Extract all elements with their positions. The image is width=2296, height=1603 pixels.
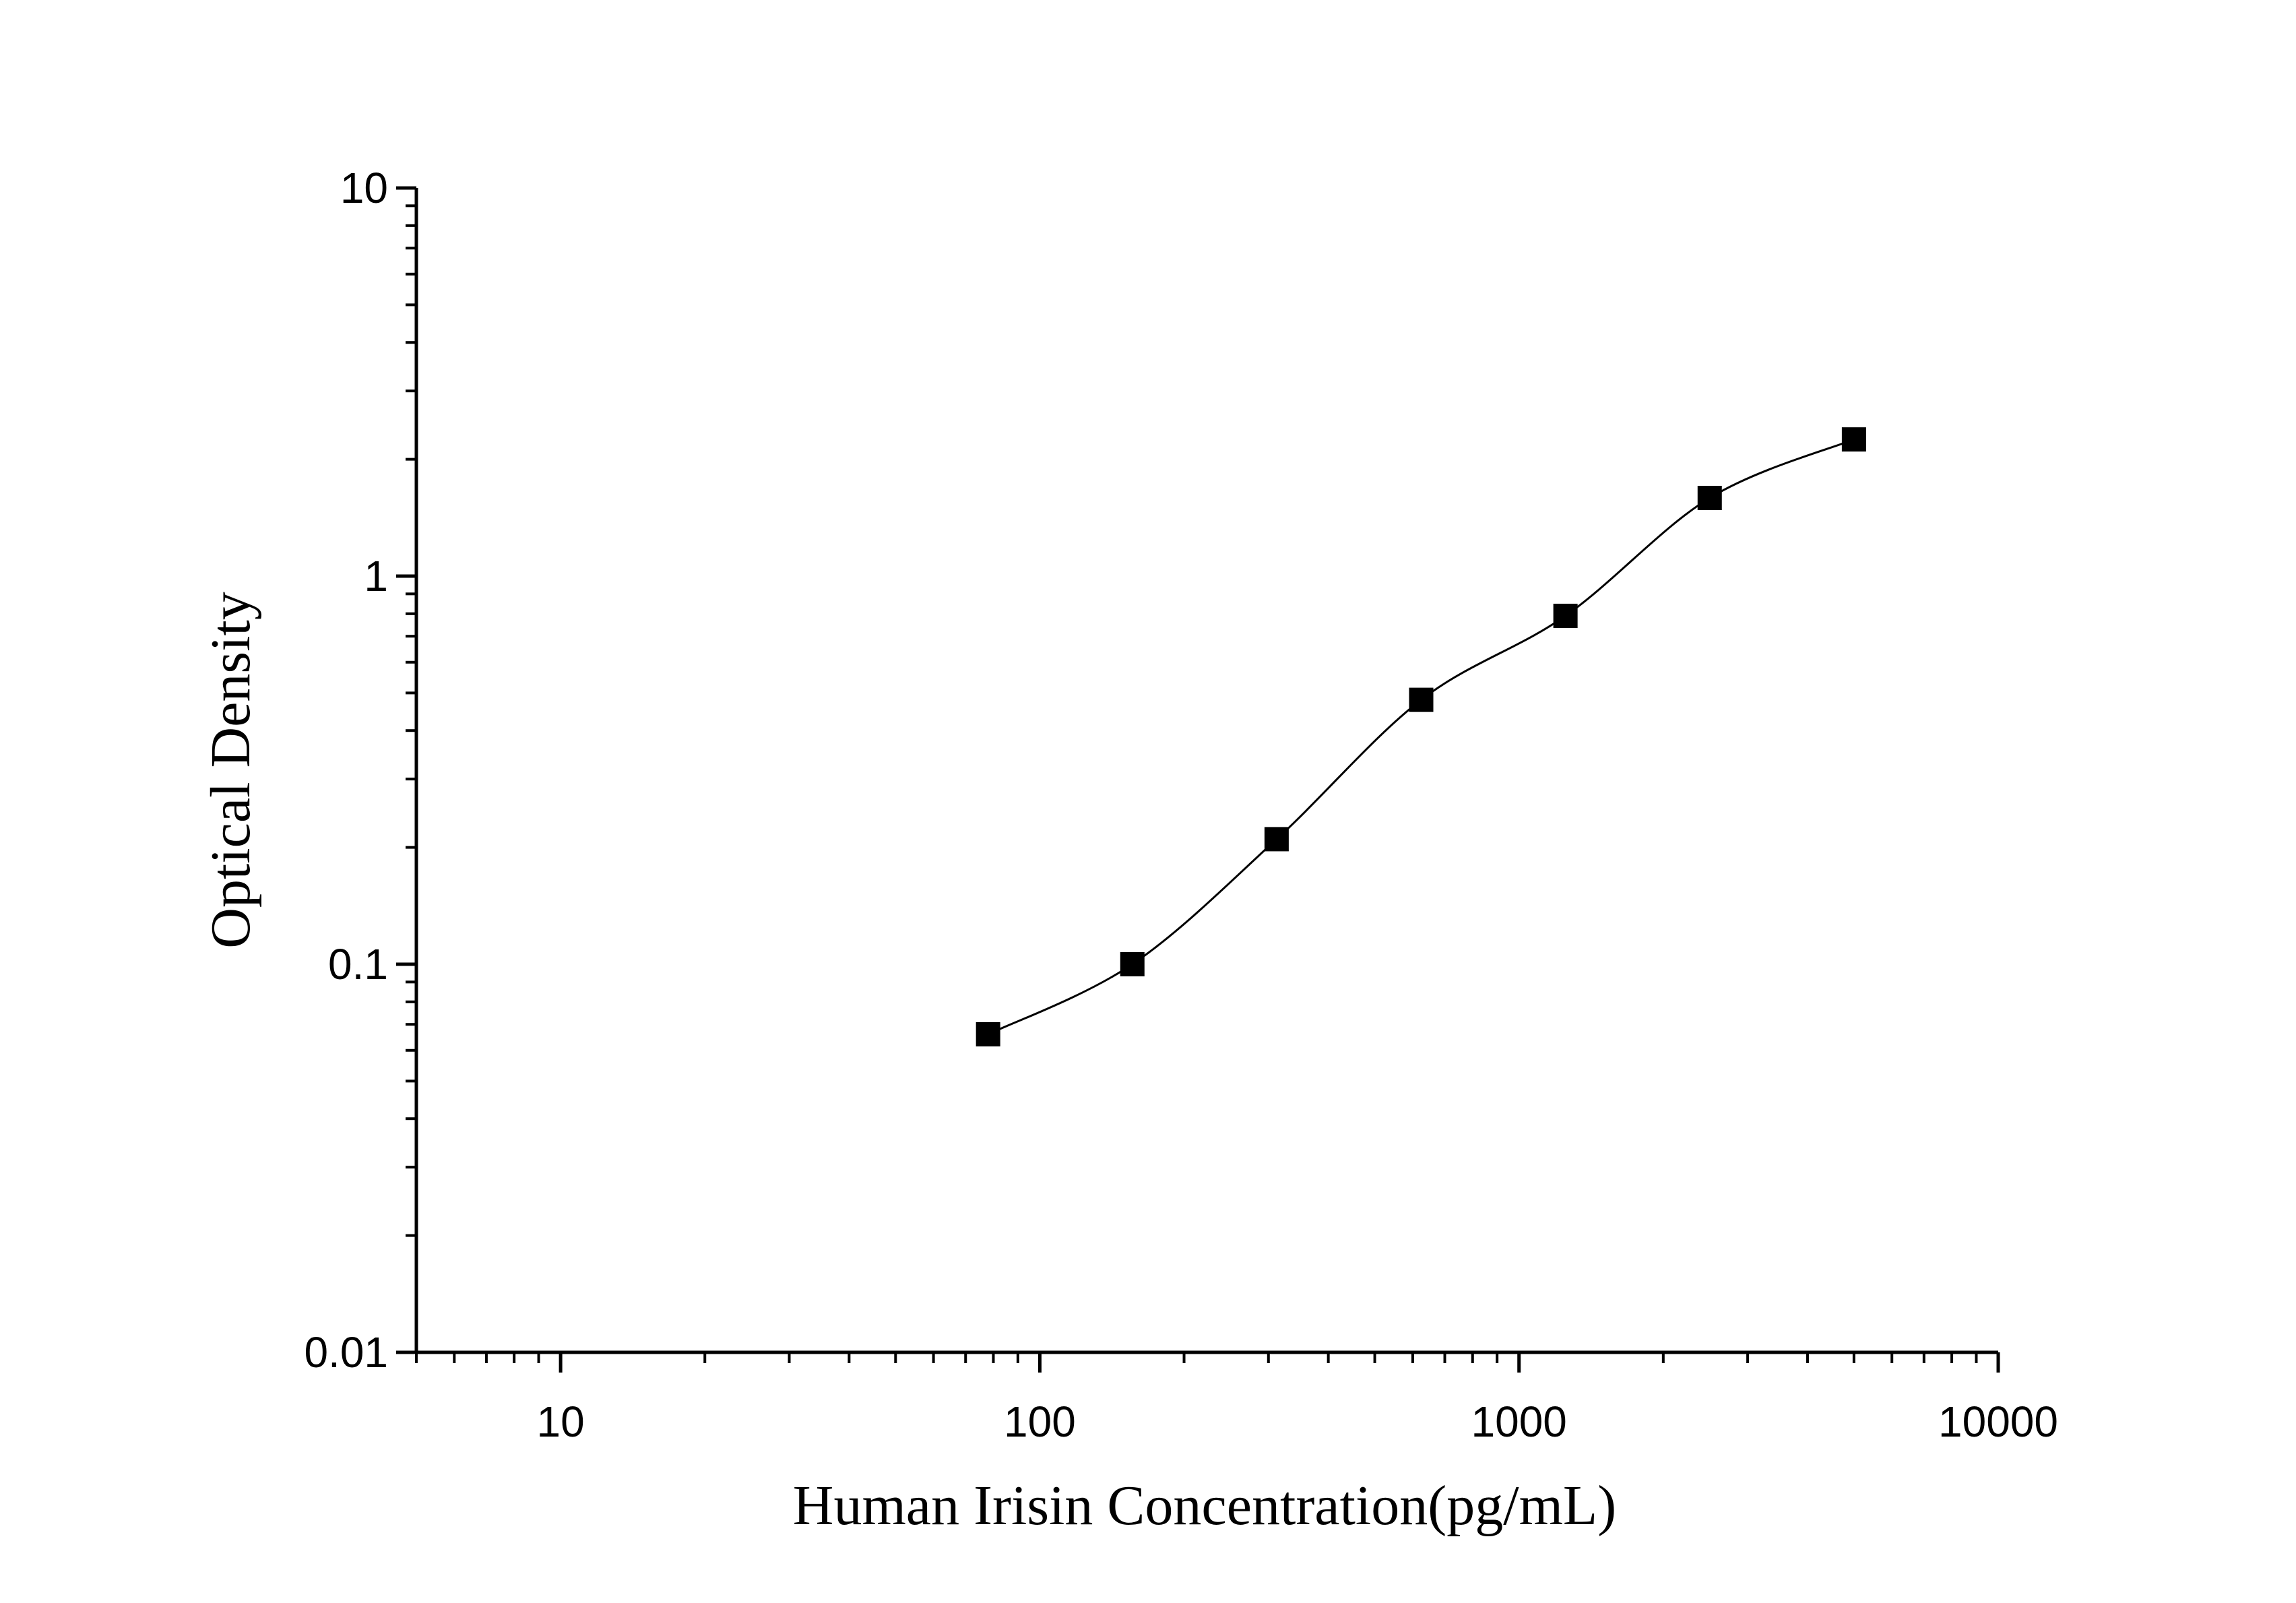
x-tick-label: 100 — [1004, 1397, 1076, 1446]
fit-curve — [988, 438, 1855, 1036]
data-point — [1409, 687, 1434, 712]
axes — [414, 188, 1998, 1354]
data-point — [1697, 485, 1722, 510]
x-axis-title: Human Irisin Concentration(pg/mL) — [793, 1474, 1616, 1537]
data-point — [976, 1021, 1000, 1046]
y-tick-label: 0.1 — [328, 940, 388, 988]
data-point — [1841, 427, 1866, 452]
data-point — [1120, 952, 1145, 976]
data-point — [1553, 603, 1578, 628]
y-tick-label: 0.01 — [304, 1328, 388, 1377]
y-tick-label: 10 — [340, 164, 388, 212]
y-tick-label: 1 — [364, 552, 388, 600]
y-axis-ticks — [396, 186, 416, 1354]
data-points — [976, 427, 1866, 1046]
x-tick-label: 10 — [537, 1397, 585, 1446]
x-tick-label: 10000 — [1938, 1397, 2058, 1446]
x-tick-label: 1000 — [1471, 1397, 1567, 1446]
tick-labels: 10 100 1000 10000 0.01 0.1 1 10 — [304, 164, 2058, 1446]
y-axis-title: Optical Density — [199, 592, 262, 949]
x-axis-ticks — [415, 1352, 2000, 1373]
data-point — [1264, 827, 1289, 852]
